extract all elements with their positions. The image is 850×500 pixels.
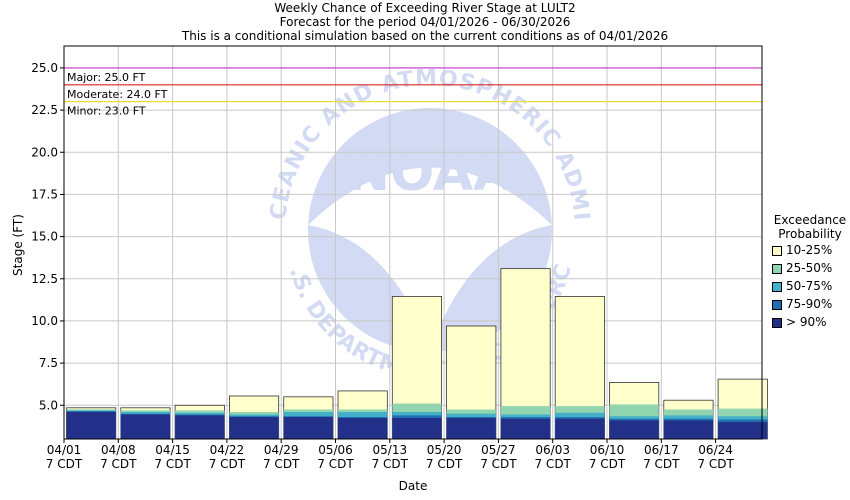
y-tick-label: 15.0: [31, 230, 58, 244]
legend-title-exceedance: Exceedance: [773, 213, 847, 227]
y-tick-label: 25.0: [31, 61, 58, 75]
legend-swatch-10-25: [772, 245, 782, 256]
y-axis-label: Stage (FT): [11, 214, 25, 276]
bar-segment-12-0: [718, 422, 768, 439]
threshold-label: Major: 25.0 FT: [67, 71, 146, 84]
x-tick-sublabel: 7 CDT: [263, 457, 300, 471]
x-tick-sublabel: 7 CDT: [697, 457, 734, 471]
x-tick-label: 06/03: [535, 443, 570, 457]
x-tick-sublabel: 7 CDT: [643, 457, 680, 471]
threshold-label: Minor: 23.0 FT: [67, 105, 146, 118]
x-tick-label: 04/08: [101, 443, 136, 457]
legend-label-gt-90: > 90%: [786, 315, 827, 329]
bar-segment-6-0: [392, 417, 442, 439]
legend-title-probability: Probability: [778, 227, 842, 241]
x-tick-label: 05/20: [427, 443, 462, 457]
y-tick-label: 22.5: [31, 103, 58, 117]
legend-label-10-25: 10-25%: [786, 243, 833, 257]
legend-swatch-50-75: [772, 281, 782, 292]
chart-title: Weekly Chance of Exceeding River Stage a…: [274, 1, 576, 15]
x-tick-label: 04/15: [155, 443, 190, 457]
bar-segment-7-0: [446, 417, 496, 439]
x-tick-sublabel: 7 CDT: [426, 457, 463, 471]
legend-label-75-90: 75-90%: [786, 297, 833, 311]
y-tick-label: 20.0: [31, 145, 58, 159]
legend-item-10-25: 10-25%: [772, 243, 832, 257]
x-tick-label: 06/24: [698, 443, 733, 457]
legend-swatch-gt-90: [772, 317, 782, 328]
threshold-label: Moderate: 24.0 FT: [67, 88, 168, 101]
bar-segment-11-0: [663, 420, 714, 439]
watermark-disc: [308, 108, 552, 352]
y-tick-label: 17.5: [31, 187, 58, 201]
bar-segment-8-0: [500, 418, 551, 439]
y-tick-label: 12.5: [31, 272, 58, 286]
x-tick-sublabel: 7 CDT: [209, 457, 246, 471]
y-tick-label: 10.0: [31, 314, 58, 328]
legend-label-25-50: 25-50%: [786, 261, 833, 275]
legend-item-25-50: 25-50%: [772, 261, 832, 275]
bar-segment-1-0: [120, 414, 171, 439]
x-tick-label: 06/10: [590, 443, 625, 457]
watermark-noaa-text: NOAA: [347, 143, 514, 203]
legend-label-50-75: 50-75%: [786, 279, 833, 293]
legend-item-75-90: 75-90%: [772, 297, 832, 311]
chart-subtitle-condition: This is a conditional simulation based o…: [181, 29, 669, 43]
chart-subtitle-period: Forecast for the period 04/01/2026 - 06/…: [279, 15, 571, 29]
x-tick-label: 04/29: [264, 443, 299, 457]
bar-segment-9-0: [555, 418, 605, 439]
x-tick-sublabel: 7 CDT: [100, 457, 137, 471]
plot-border: [63, 45, 763, 440]
x-tick-sublabel: 7 CDT: [589, 457, 626, 471]
bar-segment-10-0: [609, 420, 659, 439]
x-tick-sublabel: 7 CDT: [372, 457, 409, 471]
x-tick-label: 05/06: [318, 443, 353, 457]
bar-segment-0-0: [66, 412, 116, 439]
legend-swatch-75-90: [772, 299, 782, 310]
x-tick-label: 06/17: [644, 443, 679, 457]
x-tick-label: 04/22: [210, 443, 245, 457]
x-tick-sublabel: 7 CDT: [154, 457, 191, 471]
bar-segment-5-0: [338, 417, 388, 439]
bar-segment-4-0: [283, 417, 333, 439]
y-tick-label: 5.0: [39, 398, 58, 412]
bar-segment-3-0: [229, 417, 279, 439]
y-tick-label: 7.5: [39, 356, 58, 370]
legend-item-gt-90: > 90%: [772, 315, 827, 329]
x-axis-label: Date: [399, 479, 428, 493]
x-tick-label: 05/13: [373, 443, 408, 457]
x-tick-sublabel: 7 CDT: [534, 457, 571, 471]
x-tick-label: 05/27: [481, 443, 516, 457]
x-tick-sublabel: 7 CDT: [317, 457, 354, 471]
legend-item-50-75: 50-75%: [772, 279, 832, 293]
x-tick-sublabel: 7 CDT: [46, 457, 83, 471]
legend-swatch-25-50: [772, 263, 782, 274]
watermark-bird-shape: [308, 167, 552, 350]
x-tick-sublabel: 7 CDT: [480, 457, 517, 471]
bar-segment-2-0: [175, 415, 225, 439]
x-tick-label: 04/01: [47, 443, 82, 457]
